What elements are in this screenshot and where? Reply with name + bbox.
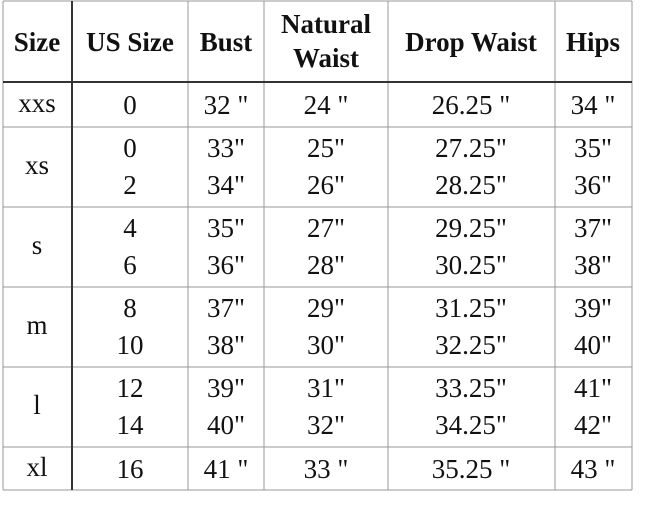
value-cell: 40" <box>573 330 613 360</box>
value-cell: 25" <box>306 133 346 163</box>
value-cell: 32 " <box>203 89 249 120</box>
value-cell: 0 <box>123 89 137 120</box>
value-cell: 39" <box>206 373 246 403</box>
value-cell: 26.25 " <box>431 89 511 120</box>
value-cell: 31" <box>306 373 346 403</box>
value-cell: 28.25" <box>435 170 507 200</box>
value-cell: 8 <box>123 293 137 323</box>
value-cell: 33 " <box>303 453 349 484</box>
header-cell: US Size <box>86 27 174 57</box>
value-cell: 36" <box>573 170 613 200</box>
value-cell: 4 <box>123 213 137 243</box>
value-cell: 35" <box>573 133 613 163</box>
size-cell: xl <box>26 451 48 482</box>
header-cell: Hips <box>565 27 621 57</box>
value-cell: 36" <box>206 250 246 280</box>
size-cell: xs <box>24 150 50 180</box>
header-cell: Size <box>13 27 61 57</box>
value-cell: 33" <box>206 133 246 163</box>
header-cell: Drop Waist <box>405 27 537 57</box>
value-cell: 10 <box>116 330 144 360</box>
value-cell: 37" <box>573 213 613 243</box>
header-cell: Waist <box>292 43 360 73</box>
value-cell: 24 " <box>303 89 349 120</box>
value-cell: 2 <box>123 170 137 200</box>
value-cell: 42" <box>573 410 613 440</box>
value-cell: 43 " <box>570 453 616 484</box>
value-cell: 38" <box>206 330 246 360</box>
value-cell: 0 <box>123 133 137 163</box>
value-cell: 29" <box>306 293 346 323</box>
value-cell: 38" <box>573 250 613 280</box>
value-cell: 16 <box>116 453 144 484</box>
value-cell: 34 " <box>570 89 616 120</box>
size-cell: m <box>26 310 48 340</box>
value-cell: 6 <box>123 250 137 280</box>
value-cell: 26" <box>306 170 346 200</box>
value-cell: 14 <box>116 410 144 440</box>
value-cell: 32.25" <box>435 330 507 360</box>
value-cell: 27" <box>306 213 346 243</box>
value-cell: 27.25" <box>435 133 507 163</box>
value-cell: 37" <box>206 293 246 323</box>
size-cell: l <box>33 390 41 420</box>
value-cell: 30.25" <box>435 250 507 280</box>
value-cell: 41 " <box>203 453 249 484</box>
value-cell: 34.25" <box>435 410 507 440</box>
value-cell: 35.25 " <box>431 453 511 484</box>
value-cell: 29.25" <box>435 213 507 243</box>
value-cell: 35" <box>206 213 246 243</box>
value-cell: 34" <box>206 170 246 200</box>
value-cell: 33.25" <box>435 373 507 403</box>
value-cell: 40" <box>206 410 246 440</box>
value-cell: 12 <box>116 373 144 403</box>
value-cell: 28" <box>306 250 346 280</box>
value-cell: 41" <box>573 373 613 403</box>
header-cell: Bust <box>199 27 253 57</box>
value-cell: 32" <box>306 410 346 440</box>
value-cell: 30" <box>306 330 346 360</box>
value-cell: 31.25" <box>435 293 507 323</box>
header-cell: Natural <box>281 9 371 39</box>
size-cell: xxs <box>18 87 56 118</box>
value-cell: 39" <box>573 293 613 323</box>
size-cell: s <box>31 230 43 260</box>
